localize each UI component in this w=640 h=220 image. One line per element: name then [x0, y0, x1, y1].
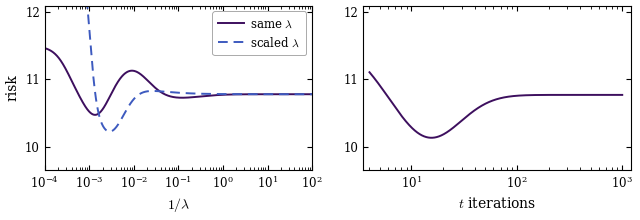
X-axis label: $1/\lambda$: $1/\lambda$ [166, 196, 190, 214]
Line: same $\lambda$: same $\lambda$ [45, 48, 312, 115]
Legend: same $\lambda$, scaled $\lambda$: same $\lambda$, scaled $\lambda$ [212, 11, 306, 55]
X-axis label: $t$ iterations: $t$ iterations [458, 196, 536, 211]
scaled $\lambda$ [141, 90, 149, 93]
scaled $\lambda$ [106, 130, 113, 133]
scaled $\lambda$ [92, 91, 99, 94]
scaled $\lambda$ [270, 93, 278, 95]
scaled $\lambda$ [125, 104, 133, 106]
scaled $\lambda$ [308, 93, 316, 95]
scaled $\lambda$ [273, 93, 281, 95]
same $\lambda$ [164, 94, 172, 97]
Y-axis label: risk: risk [6, 74, 20, 101]
same $\lambda$ [171, 96, 179, 99]
same $\lambda$ [92, 114, 99, 116]
Line: scaled $\lambda$: scaled $\lambda$ [79, 0, 312, 132]
same $\lambda$ [300, 93, 308, 95]
same $\lambda$ [301, 93, 308, 95]
same $\lambda$ [54, 56, 62, 59]
same $\lambda$ [252, 93, 259, 95]
scaled $\lambda$ [249, 93, 257, 95]
same $\lambda$ [41, 47, 49, 50]
same $\lambda$ [308, 93, 316, 95]
